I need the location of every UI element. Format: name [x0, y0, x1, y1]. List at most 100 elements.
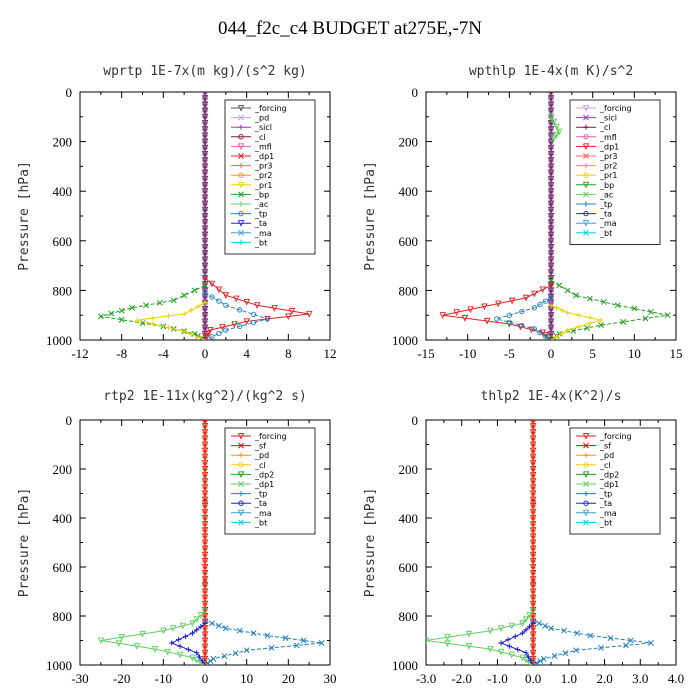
series-marker — [219, 324, 226, 331]
y-axis-label: Pressure [hPa] — [363, 161, 378, 271]
series-marker — [202, 282, 208, 289]
series-marker — [465, 630, 473, 638]
series-marker — [182, 633, 189, 640]
series-marker — [528, 658, 534, 664]
series-marker — [233, 295, 240, 303]
series-marker — [243, 647, 250, 654]
zero-profile-marker — [202, 225, 208, 232]
series-marker — [453, 309, 460, 316]
series-marker — [201, 274, 209, 282]
series-marker — [108, 310, 115, 317]
series-marker — [216, 298, 222, 304]
series-line — [204, 277, 310, 340]
legend-marker — [582, 181, 590, 189]
legend-label: _cl — [254, 461, 266, 470]
zero-profile-marker — [202, 145, 208, 151]
zero-profile-marker — [202, 231, 208, 238]
legend: _forcing_sf_pd_cl_dp2_dp1_tp_ta_ma_bt — [224, 427, 316, 535]
series-marker — [553, 123, 560, 131]
series-marker — [487, 646, 494, 653]
zero-profile-marker — [548, 163, 554, 170]
zero-profile-marker — [548, 324, 554, 331]
zero-profile-marker — [202, 157, 208, 163]
x-tick-label: -30 — [71, 671, 88, 686]
zero-profile-marker — [548, 188, 554, 194]
series-marker — [223, 302, 229, 308]
series-marker — [550, 118, 558, 126]
legend-label: _bp — [254, 190, 269, 199]
series-marker — [542, 622, 549, 629]
series-marker — [250, 630, 257, 637]
legend-marker — [582, 143, 590, 151]
zero-profile-marker — [202, 244, 208, 250]
series-marker — [550, 135, 558, 142]
legend-marker — [583, 500, 589, 506]
y-tick-label: 800 — [399, 283, 419, 298]
legend-marker — [237, 471, 245, 479]
y-tick-label: 0 — [412, 85, 419, 100]
series-marker — [587, 632, 594, 639]
zero-profile-marker — [202, 95, 208, 101]
legend-marker — [238, 491, 244, 497]
series-marker — [250, 311, 257, 318]
zero-profile-marker — [548, 312, 554, 318]
series-marker — [215, 622, 222, 629]
zero-profile-marker — [548, 262, 554, 269]
x-tick-label: 0 — [202, 671, 209, 686]
series-marker — [614, 302, 621, 309]
series-marker — [194, 627, 200, 633]
legend-label: _bt — [254, 238, 267, 247]
series-marker — [509, 297, 516, 305]
zero-profile-marker — [548, 169, 554, 176]
legend-marker — [583, 201, 589, 207]
zero-profile-marker — [202, 515, 208, 521]
series-marker — [208, 620, 215, 627]
legend-label: _tp — [599, 490, 612, 499]
series-tp — [202, 617, 325, 665]
zero-profile-marker — [548, 318, 554, 325]
panel-title: rtp2 1E-11x(kg^2)/(kg^2 s) — [103, 389, 307, 404]
series-marker — [188, 307, 194, 313]
legend-label: _ma — [254, 229, 272, 238]
legend-marker — [238, 452, 244, 458]
series-marker — [664, 312, 671, 319]
legend-marker — [238, 500, 244, 506]
series-marker — [548, 295, 554, 301]
zero-profile-marker — [202, 120, 208, 126]
series-marker — [556, 282, 563, 289]
x-tick-label: -10 — [155, 671, 172, 686]
series-marker — [523, 627, 529, 633]
series-marker — [237, 307, 243, 313]
legend-marker — [583, 452, 589, 458]
panel-title: wpthlp 1E-4x(m K)/s^2 — [469, 64, 633, 79]
legend-label: _bt — [599, 229, 612, 238]
series-marker — [189, 620, 196, 627]
series-marker — [208, 280, 216, 288]
legend-marker — [238, 462, 244, 468]
series-line — [204, 292, 270, 340]
zero-profile-marker — [548, 244, 554, 250]
series-marker — [444, 634, 451, 641]
series-marker — [553, 131, 560, 139]
zero-profile-marker — [202, 250, 208, 256]
series-marker — [627, 637, 634, 644]
series-marker — [522, 294, 530, 302]
legend-label: _forcing — [599, 432, 632, 441]
legend-marker — [583, 491, 589, 497]
series-marker — [539, 286, 546, 294]
x-tick-label: 15 — [670, 346, 683, 361]
legend-label: _bt — [254, 518, 267, 527]
legend-label: _ac — [599, 190, 613, 199]
series-marker — [133, 643, 141, 650]
series-marker — [540, 655, 547, 662]
zero-profile-marker — [548, 138, 554, 145]
legend-label: _ac — [254, 200, 268, 209]
y-tick-label: 0 — [412, 413, 419, 428]
series-marker — [548, 277, 554, 284]
series-group — [426, 420, 654, 665]
series-dp1 — [439, 282, 555, 340]
series-marker — [522, 616, 530, 623]
x-tick-label: -10 — [459, 346, 476, 361]
legend-label: _mfl — [254, 142, 272, 151]
series-marker — [207, 327, 214, 334]
